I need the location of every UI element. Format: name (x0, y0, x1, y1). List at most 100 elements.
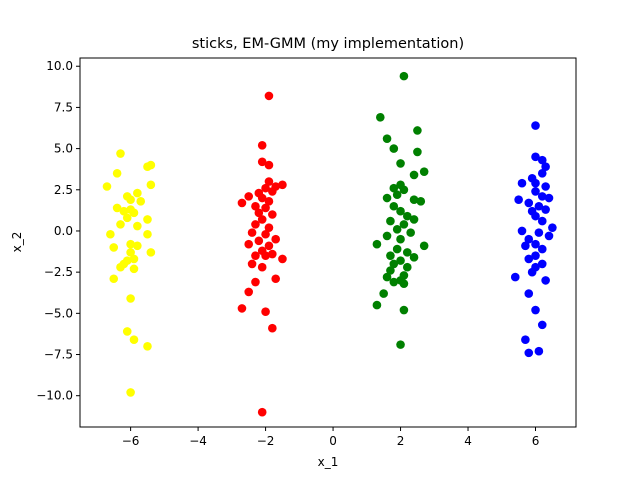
data-point-s3-8 (541, 182, 550, 191)
data-point-s3-12 (514, 195, 523, 204)
y-tick-label: 5.0 (54, 142, 73, 156)
data-point-s2-40 (399, 279, 409, 288)
data-point-s2-9 (389, 183, 399, 193)
data-point-s3-19 (548, 223, 557, 232)
data-point-s2-1 (376, 113, 385, 122)
data-point-s0-15 (143, 215, 152, 224)
data-point-s0-14 (122, 213, 132, 223)
data-points (102, 71, 557, 417)
data-point-s2-2 (413, 126, 422, 135)
data-point-s0-31 (126, 294, 135, 303)
data-point-s1-5 (278, 180, 287, 190)
data-point-s1-11 (257, 193, 267, 203)
data-point-s1-18 (257, 215, 267, 224)
data-point-s3-26 (537, 244, 547, 254)
data-point-s1-4 (264, 177, 274, 186)
x-tick-label: −4 (189, 434, 207, 448)
y-tick-label: −10.0 (36, 389, 73, 403)
data-point-s1-29 (251, 251, 260, 260)
data-point-s2-28 (392, 244, 402, 254)
data-point-s2-41 (379, 289, 388, 298)
data-point-s2-33 (389, 259, 399, 269)
data-point-s2-5 (413, 147, 422, 157)
data-point-s3-13 (524, 198, 534, 208)
data-point-s2-15 (416, 197, 426, 206)
data-point-s3-33 (541, 276, 550, 285)
data-point-s3-10 (537, 192, 547, 201)
data-point-s3-31 (527, 267, 537, 277)
data-point-s2-11 (399, 185, 409, 195)
data-point-s3-3 (541, 162, 550, 172)
data-point-s1-37 (237, 304, 247, 313)
data-point-s0-32 (122, 327, 132, 336)
data-point-s0-28 (116, 262, 125, 272)
data-point-s0-10 (112, 203, 122, 213)
plot-frame (79, 57, 577, 428)
data-point-s0-20 (126, 239, 135, 249)
data-point-s0-21 (133, 241, 142, 251)
data-point-s1-26 (264, 241, 274, 251)
data-point-s2-8 (409, 170, 419, 180)
data-point-s1-13 (237, 198, 247, 208)
data-point-s3-36 (537, 320, 547, 330)
data-point-s1-15 (261, 203, 270, 213)
data-point-s0-5 (102, 182, 112, 191)
data-point-s3-28 (524, 254, 534, 264)
x-axis-ticks: −6 −4 −2 0 2 4 6 (122, 427, 540, 448)
data-point-s2-23 (406, 228, 415, 237)
data-point-s2-12 (392, 190, 402, 200)
data-point-s0-33 (129, 335, 139, 344)
y-tick-label: −2.5 (44, 265, 73, 279)
data-point-s0-7 (133, 188, 142, 198)
data-point-s3-18 (537, 216, 547, 226)
data-point-s3-25 (521, 241, 530, 251)
data-point-s0-35 (126, 388, 135, 397)
data-point-s2-24 (382, 231, 392, 241)
data-point-s0-4 (146, 180, 156, 190)
y-tick-label: 0.0 (54, 224, 73, 238)
data-point-s3-24 (531, 239, 540, 249)
data-point-s0-11 (119, 206, 129, 216)
data-point-s0-0 (116, 149, 125, 158)
x-tick-label: 4 (464, 434, 472, 448)
data-point-s1-8 (268, 187, 277, 196)
data-point-s3-1 (531, 152, 540, 162)
data-point-s1-16 (254, 208, 264, 218)
x-tick-label: −6 (122, 434, 140, 448)
data-point-s1-21 (247, 228, 257, 237)
data-point-s2-30 (386, 251, 395, 260)
data-point-s2-26 (372, 239, 382, 249)
data-point-s0-23 (126, 248, 135, 257)
data-point-s3-6 (517, 178, 527, 188)
y-tick-label: 10.0 (46, 59, 73, 73)
data-point-s3-38 (534, 346, 544, 356)
x-tick-label: 2 (397, 434, 405, 448)
x-tick-label: 6 (532, 434, 540, 448)
y-tick-label: −5.0 (44, 306, 73, 320)
y-tick-label: 2.5 (54, 183, 73, 197)
data-point-s2-14 (409, 195, 419, 204)
data-point-s3-37 (521, 335, 530, 344)
data-point-s0-24 (146, 248, 156, 257)
data-point-s1-39 (268, 323, 277, 333)
data-point-s0-34 (143, 341, 152, 351)
data-point-s2-6 (396, 159, 405, 168)
data-point-s1-20 (264, 223, 274, 232)
data-point-s2-16 (389, 201, 399, 211)
data-point-s2-32 (396, 256, 405, 265)
y-tick-label: −7.5 (44, 348, 73, 362)
data-point-s2-22 (392, 225, 402, 234)
data-point-s2-20 (409, 215, 419, 224)
data-point-s1-34 (271, 274, 281, 284)
data-point-s2-31 (409, 253, 419, 262)
data-point-s3-15 (541, 205, 550, 214)
data-point-s2-7 (419, 167, 429, 176)
data-point-s2-42 (372, 300, 382, 310)
data-point-s1-35 (251, 277, 260, 287)
data-point-s0-8 (126, 195, 135, 204)
y-axis-ticks: −10.0 −7.5 −5.0 −2.5 0.0 2.5 5.0 7.5 10.0 (36, 59, 80, 403)
data-point-s0-19 (143, 229, 152, 239)
y-axis-label: x_2 (10, 232, 24, 253)
